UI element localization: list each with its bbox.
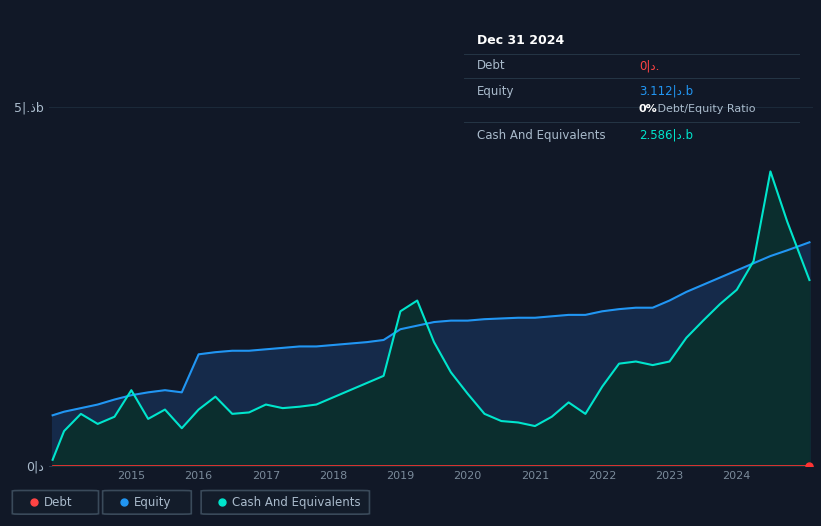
Text: 3.112|د.b: 3.112|د.b xyxy=(639,85,693,98)
Text: Equity: Equity xyxy=(134,496,172,509)
FancyBboxPatch shape xyxy=(201,490,369,514)
Text: Cash And Equivalents: Cash And Equivalents xyxy=(232,496,361,509)
Text: 0%: 0% xyxy=(639,104,658,114)
FancyBboxPatch shape xyxy=(12,490,99,514)
Text: Debt: Debt xyxy=(477,59,506,72)
Text: Equity: Equity xyxy=(477,85,515,98)
Text: Debt: Debt xyxy=(44,496,72,509)
Text: 2.586|د.b: 2.586|د.b xyxy=(639,128,693,141)
Text: Dec 31 2024: Dec 31 2024 xyxy=(477,34,565,47)
Text: Debt/Equity Ratio: Debt/Equity Ratio xyxy=(654,104,755,114)
Text: Cash And Equivalents: Cash And Equivalents xyxy=(477,128,606,141)
FancyBboxPatch shape xyxy=(103,490,191,514)
Text: 0|د.: 0|د. xyxy=(639,59,659,72)
